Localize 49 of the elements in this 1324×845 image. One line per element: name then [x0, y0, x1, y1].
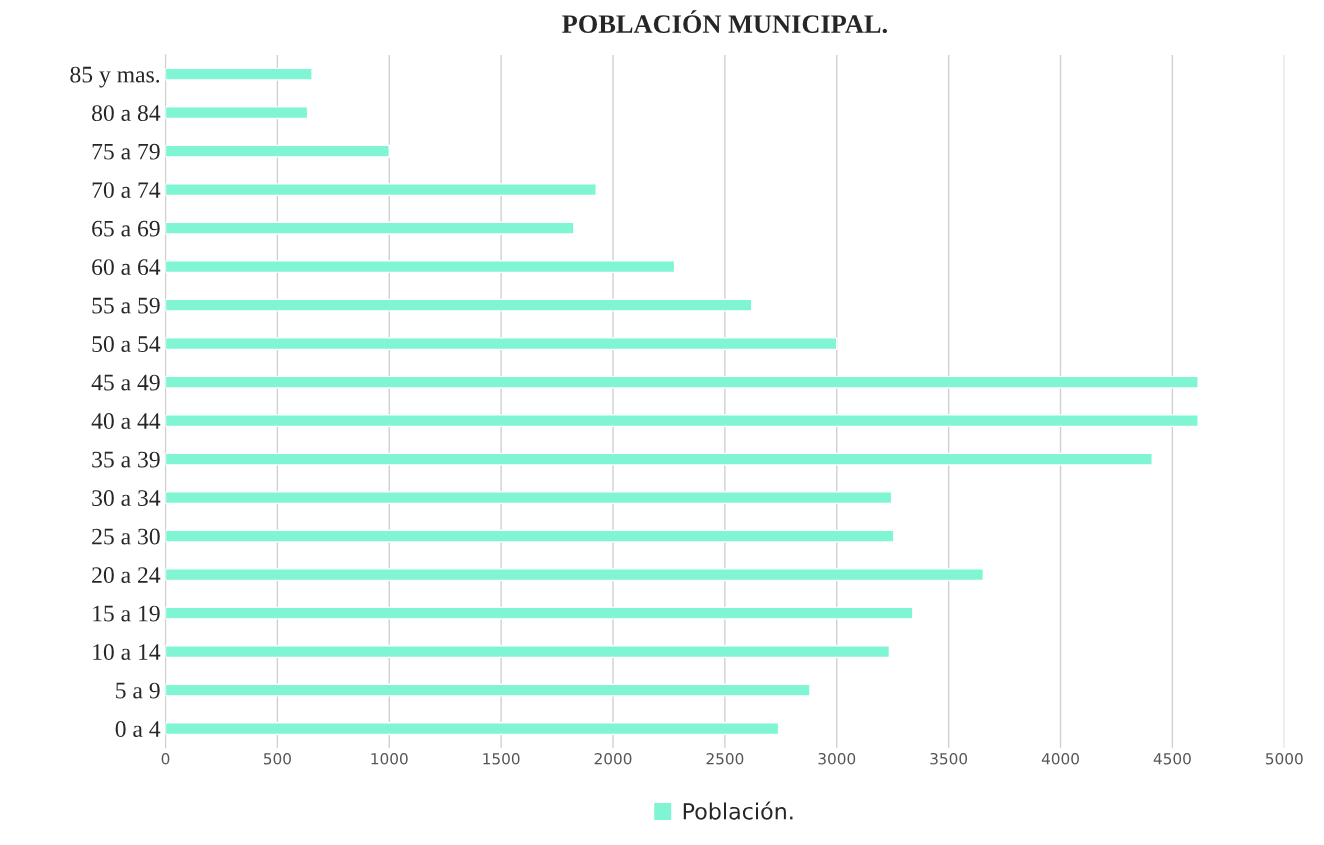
bar	[165, 645, 891, 659]
y-tick-label: 5 a 9	[116, 682, 160, 699]
bar	[165, 606, 914, 620]
y-tick-label: 50 a 54	[92, 336, 161, 353]
y-tick-label: 35 a 39	[92, 451, 160, 468]
x-tick-label: 4500	[1153, 752, 1191, 765]
x-tick-label: 3500	[930, 752, 968, 765]
bar	[165, 337, 838, 351]
x-tick-label: 2500	[706, 752, 744, 765]
x-tick-label: 3000	[818, 752, 856, 765]
bar	[165, 183, 597, 197]
bar	[165, 298, 753, 312]
bar	[165, 529, 895, 543]
y-tick-label: 80 a 84	[92, 105, 161, 122]
bar	[165, 568, 985, 582]
bar	[165, 67, 313, 81]
bar	[165, 683, 811, 697]
x-tick-label: 1000	[371, 752, 408, 765]
bar	[165, 221, 575, 235]
y-tick-label: 85 y mas.	[70, 66, 160, 88]
y-tick-label: 30 a 34	[92, 490, 161, 507]
x-tick-label: 5000	[1266, 752, 1303, 765]
y-tick-label: 25 a 30	[92, 528, 160, 545]
y-tick-label: 45 a 49	[91, 374, 160, 391]
bar	[165, 722, 780, 736]
x-tick-label: 0	[161, 752, 170, 765]
bar	[165, 144, 390, 158]
bar	[165, 375, 1199, 389]
bar	[165, 106, 309, 120]
x-tick-label: 4000	[1041, 752, 1079, 765]
y-tick-label: 75 a 79	[92, 143, 160, 160]
bar	[165, 452, 1153, 466]
y-tick-label: 55 a 59	[92, 297, 160, 314]
bar	[165, 260, 676, 274]
y-tick-label: 0 a 4	[115, 721, 161, 737]
x-tick-label: 2000	[594, 752, 632, 765]
y-tick-label: 40 a 44	[91, 413, 161, 430]
y-tick-label: 15 a 19	[93, 605, 160, 622]
y-tick-label: 70 a 74	[92, 182, 161, 199]
chart-title: POBLACIÓN MUNICIPAL.	[562, 10, 887, 34]
bar	[165, 491, 893, 505]
y-tick-label: 10 a 14	[93, 644, 161, 661]
x-tick-label: 1500	[483, 752, 520, 765]
bar	[165, 414, 1199, 428]
legend-label: Población.	[683, 801, 793, 820]
y-tick-label: 60 a 64	[92, 259, 161, 276]
y-tick-label: 20 a 24	[92, 567, 161, 584]
y-tick-label: 65 a 69	[92, 220, 160, 237]
x-tick-label: 500	[263, 752, 291, 765]
